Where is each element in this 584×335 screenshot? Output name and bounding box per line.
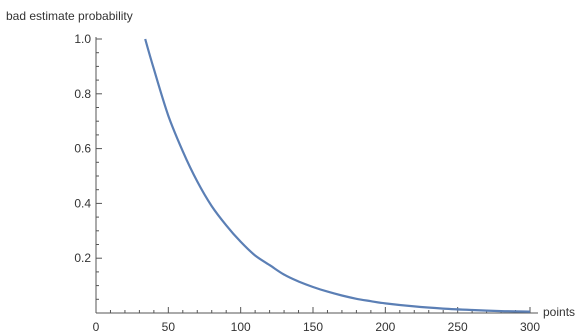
y-tick-label: 0.8 xyxy=(74,87,91,101)
x-tick-label: 100 xyxy=(231,320,251,334)
x-tick-label: 300 xyxy=(520,320,540,334)
y-tick-label: 1.0 xyxy=(74,32,91,46)
y-tick-label: 0.6 xyxy=(74,142,91,156)
x-tick-label: 0 xyxy=(93,320,100,334)
x-tick-labels: 0 50 100 150 200 250 300 xyxy=(93,320,541,334)
y-ticks xyxy=(96,39,102,299)
y-tick-labels: 0.2 0.4 0.6 0.8 1.0 xyxy=(74,32,91,265)
x-tick-label: 250 xyxy=(448,320,468,334)
x-tick-label: 50 xyxy=(162,320,176,334)
x-tick-label: 200 xyxy=(375,320,395,334)
y-tick-label: 0.4 xyxy=(74,196,91,210)
y-axis-label: bad estimate probability xyxy=(6,9,133,23)
x-tick-label: 150 xyxy=(303,320,323,334)
series-line xyxy=(145,39,530,312)
y-tick-label: 0.2 xyxy=(74,251,91,265)
x-axis-label: points xyxy=(543,305,575,319)
